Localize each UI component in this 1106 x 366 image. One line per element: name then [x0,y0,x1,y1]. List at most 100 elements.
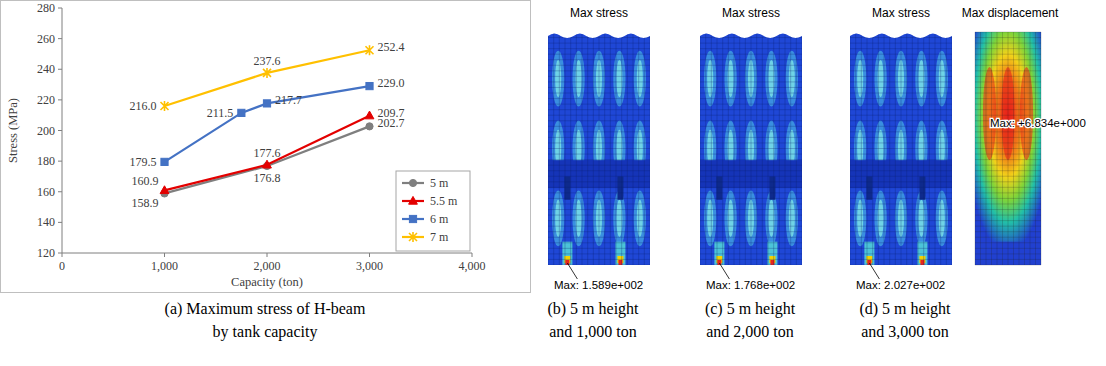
legend-label: 5 m [430,176,449,190]
mesh-line [700,237,802,238]
mesh-line [850,198,952,199]
mesh-line [850,159,952,160]
y-tick [58,253,62,254]
fea-band [637,60,643,97]
mesh-line [850,37,952,38]
mesh-line [548,159,650,160]
mesh-line [548,265,650,266]
legend-label: 5.5 m [430,194,458,208]
legend-marker [409,215,416,222]
mesh-line [700,159,802,160]
mesh-line [700,192,802,193]
mesh-line [548,259,650,260]
mesh-line [548,142,650,143]
mesh-line [700,54,802,55]
fea-stiffener [716,176,722,199]
leader-line [719,263,729,279]
fea-band [572,51,584,107]
mesh-line [548,81,650,82]
mesh-line [850,87,952,88]
fea-band [555,60,561,97]
caption: (c) 5 m height [705,300,796,318]
mesh-line [700,215,802,216]
mesh-line [975,242,1041,243]
mesh-line [975,43,1041,44]
y-tick-label: 120 [37,246,55,260]
mesh-line [850,265,952,266]
fea-base [548,30,650,265]
leader-line [869,263,879,279]
disp-hot [1020,67,1033,160]
x-axis-title: Capacity (ton) [231,275,303,289]
mesh-line [850,32,952,33]
mesh-line [850,43,952,44]
mesh-line [548,137,650,138]
series-line [165,50,370,106]
mesh-line [700,248,802,249]
mesh-line [975,93,1041,94]
mesh-line [700,181,802,182]
data-label: 158.9 [132,196,159,210]
mesh-line [850,48,952,49]
fea-hot [917,242,927,265]
fea-band [854,190,866,246]
mesh-line [700,154,802,155]
fea-band [936,190,948,246]
mesh-line [850,242,952,243]
fea-body [548,30,650,265]
mesh-line [850,192,952,193]
mesh-line [850,226,952,227]
mesh-line [975,265,1041,266]
series-line [165,86,370,162]
y-tick [58,8,62,9]
mesh-line [850,154,952,155]
point [366,45,374,55]
mesh-line [548,220,650,221]
point [263,68,271,78]
fea-band [724,51,736,107]
fea-band [857,60,863,97]
fea-stress-image [850,30,952,265]
fea-band [707,200,713,237]
series-line [165,116,370,191]
x-tick [267,253,268,257]
mesh-line [548,187,650,188]
fea-hot [562,242,572,265]
mesh-line [975,104,1041,105]
mesh-line [700,93,802,94]
mesh-line [850,203,952,204]
mesh-line [975,226,1041,227]
mesh-line [975,203,1041,204]
mesh-line [975,170,1041,171]
fea-band [707,60,713,97]
mesh-line [850,120,952,121]
mesh-line [700,115,802,116]
mesh-line [850,259,952,260]
mesh-line [700,187,802,188]
mesh-line [548,87,650,88]
fea-band [854,51,866,107]
mesh-line [700,170,802,171]
fea-band [613,51,625,107]
max-label: Max: 1.589e+002 [554,279,643,291]
mesh-line [548,115,650,116]
mesh-line [850,131,952,132]
fea-hot [565,260,569,265]
mesh-line [850,142,952,143]
mesh-line [700,242,802,243]
caption: and 3,000 ton [861,323,949,340]
fea-band [765,51,777,107]
mesh-line [850,187,952,188]
x-tick [472,253,473,257]
mesh-line [548,209,650,210]
mesh-line [700,109,802,110]
mesh-line [700,131,802,132]
data-label: 179.5 [130,155,157,169]
mesh-line [850,215,952,216]
caption: by tank capacity [213,323,318,341]
leader-line [567,263,577,279]
mesh-line [975,253,1041,254]
mesh-line [975,237,1041,238]
fea-stiffener [919,176,925,199]
mesh-line [975,215,1041,216]
